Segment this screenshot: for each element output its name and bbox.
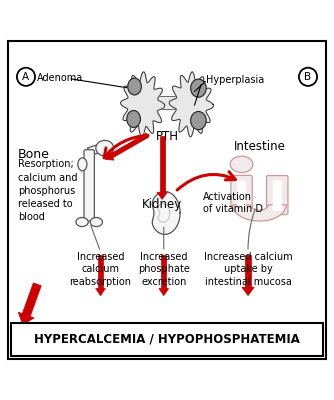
Polygon shape [111,133,149,158]
Text: HYPERCALCEMIA / HYPOPHOSPHATEMIA: HYPERCALCEMIA / HYPOPHOSPHATEMIA [34,333,300,346]
Text: Bone: Bone [18,148,50,161]
Ellipse shape [191,79,206,97]
Text: Increased calcium
uptake by
intestinal mucosa: Increased calcium uptake by intestinal m… [204,252,292,287]
Ellipse shape [76,218,88,226]
Text: B: B [305,72,312,82]
Ellipse shape [191,112,206,130]
Ellipse shape [96,140,114,156]
Polygon shape [121,72,165,137]
Ellipse shape [90,218,103,226]
Text: Adenoma: Adenoma [37,74,84,84]
Polygon shape [152,192,180,234]
Polygon shape [96,288,106,296]
Polygon shape [106,152,114,160]
FancyBboxPatch shape [84,150,95,221]
Text: Increased
phosphate
excretion: Increased phosphate excretion [138,252,190,287]
Polygon shape [18,312,34,325]
Polygon shape [157,192,167,199]
Polygon shape [22,283,41,316]
Polygon shape [87,143,102,155]
Text: Intestine: Intestine [233,140,285,153]
FancyBboxPatch shape [273,180,282,211]
FancyBboxPatch shape [237,181,246,206]
Ellipse shape [128,78,141,95]
Text: Resorption;
calcium and
phosphorus
released to
blood: Resorption; calcium and phosphorus relea… [18,160,77,222]
Text: Increased
calcium
reabsorption: Increased calcium reabsorption [69,252,132,287]
Text: Hyperplasia: Hyperplasia [206,75,264,85]
Polygon shape [169,72,213,137]
FancyBboxPatch shape [267,176,288,214]
Text: A: A [22,72,29,82]
Polygon shape [156,96,178,109]
Polygon shape [160,136,165,192]
Polygon shape [245,255,251,287]
Ellipse shape [127,110,140,127]
Text: Kidney: Kidney [142,198,182,211]
Text: PTH: PTH [156,130,178,143]
Ellipse shape [78,158,87,171]
Polygon shape [232,205,286,221]
Polygon shape [242,287,254,296]
Polygon shape [98,255,103,288]
FancyBboxPatch shape [11,323,323,356]
Text: Activation
of vitamin D: Activation of vitamin D [203,192,263,214]
Ellipse shape [230,156,253,172]
Polygon shape [159,288,169,296]
FancyBboxPatch shape [231,175,252,208]
Polygon shape [161,255,166,288]
